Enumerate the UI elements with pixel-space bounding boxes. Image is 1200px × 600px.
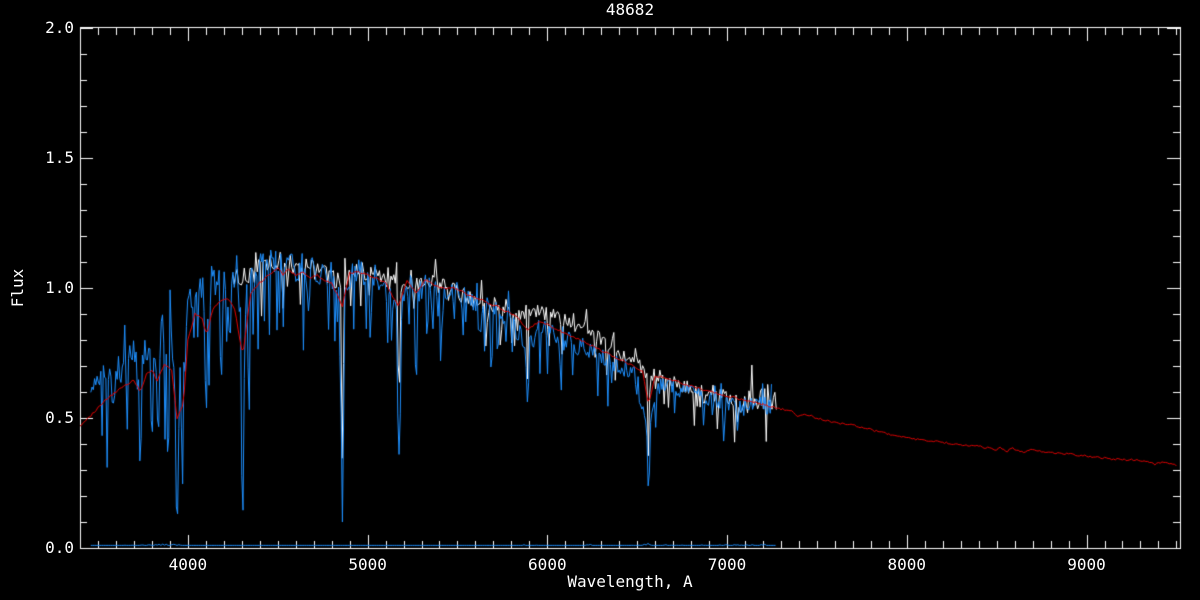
y-tick-label: 1.5	[45, 148, 74, 167]
y-tick-label: 1.0	[45, 278, 74, 297]
x-axis-label: Wavelength, A	[567, 572, 693, 591]
x-tick-label: 4000	[168, 555, 208, 574]
y-tick-label: 2.0	[45, 18, 74, 37]
x-tick-label: 9000	[1067, 555, 1106, 574]
plot-title: 48682	[605, 0, 655, 19]
x-tick-label: 5000	[348, 555, 387, 574]
x-tick-label: 6000	[528, 555, 567, 574]
y-tick-label: 0.0	[45, 538, 74, 557]
x-tick-label: 8000	[887, 555, 927, 574]
x-tick-label: 7000	[707, 555, 747, 574]
y-tick-label: 0.5	[45, 408, 74, 427]
